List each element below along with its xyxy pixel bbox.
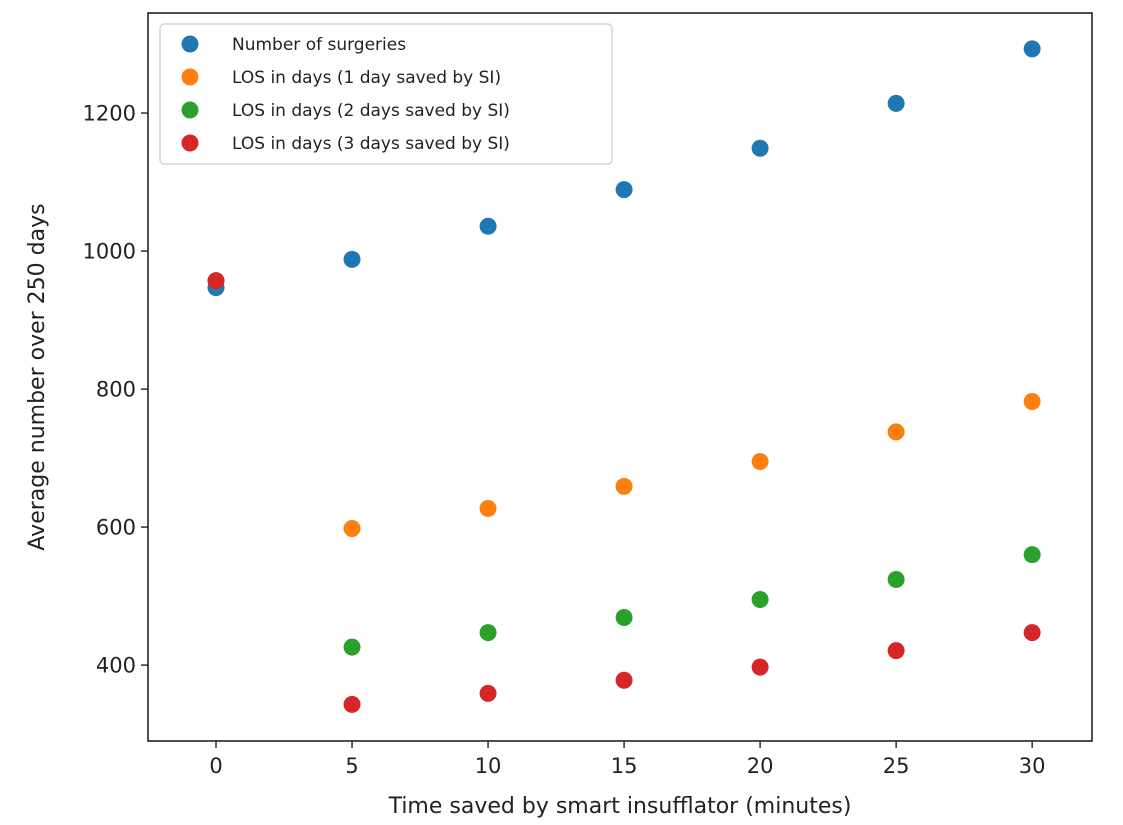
data-point-series-1 <box>479 217 497 235</box>
data-point-series-2 <box>479 499 497 517</box>
y-axis-label: Average number over 250 days <box>25 203 50 550</box>
data-point-series-2 <box>343 519 361 537</box>
y-tick-label: 600 <box>96 516 136 540</box>
y-axis-ticks: 400 600 800 1000 1200 <box>83 102 148 678</box>
data-point-series-4 <box>751 658 769 676</box>
data-point-series-1 <box>615 181 633 199</box>
legend-marker <box>181 101 199 119</box>
x-tick-label: 30 <box>1019 754 1046 778</box>
x-tick-label: 25 <box>883 754 910 778</box>
data-point-series-4 <box>479 684 497 702</box>
plot-area <box>147 12 1093 742</box>
x-tick-label: 0 <box>209 754 222 778</box>
data-point-series-4 <box>207 272 225 290</box>
x-tick-label: 15 <box>611 754 638 778</box>
data-point-series-1 <box>751 139 769 157</box>
y-tick-label: 400 <box>96 654 136 678</box>
x-axis-ticks: 0 5 10 15 20 25 30 <box>209 741 1046 778</box>
data-point-series-4 <box>615 671 633 689</box>
legend-marker <box>181 35 199 53</box>
data-point-series-2 <box>751 453 769 471</box>
x-tick-label: 10 <box>475 754 502 778</box>
data-point-series-3 <box>887 571 905 589</box>
legend-marker <box>181 68 199 86</box>
data-point-series-1 <box>343 250 361 268</box>
data-point-series-3 <box>1023 546 1041 564</box>
data-point-series-4 <box>343 695 361 713</box>
legend-marker <box>181 134 199 152</box>
data-point-series-4 <box>887 642 905 660</box>
data-point-series-2 <box>887 423 905 441</box>
legend-entry-label: LOS in days (3 days saved by SI) <box>232 134 510 154</box>
legend: Number of surgeries LOS in days (1 day sa… <box>159 23 613 165</box>
legend-entry-label: LOS in days (1 day saved by SI) <box>232 68 501 88</box>
y-tick-label: 1200 <box>83 102 136 126</box>
data-point-series-2 <box>615 477 633 495</box>
data-point-series-1 <box>887 94 905 112</box>
axes-frame <box>147 12 1093 742</box>
data-point-series-1 <box>1023 40 1041 58</box>
data-point-series-4 <box>1023 624 1041 642</box>
x-axis-label: Time saved by smart insufflator (minutes… <box>388 794 852 819</box>
data-points <box>207 40 1041 713</box>
data-point-series-3 <box>615 608 633 626</box>
legend-entry-label: Number of surgeries <box>232 35 406 55</box>
y-tick-label: 1000 <box>83 240 136 264</box>
y-tick-label: 800 <box>96 378 136 402</box>
data-point-series-3 <box>751 591 769 609</box>
legend-entry-label: LOS in days (2 days saved by SI) <box>232 101 510 121</box>
data-point-series-3 <box>343 638 361 656</box>
x-tick-label: 20 <box>747 754 774 778</box>
data-point-series-2 <box>1023 392 1041 410</box>
data-point-series-3 <box>479 624 497 642</box>
x-tick-label: 5 <box>345 754 358 778</box>
legend-box <box>159 23 613 165</box>
